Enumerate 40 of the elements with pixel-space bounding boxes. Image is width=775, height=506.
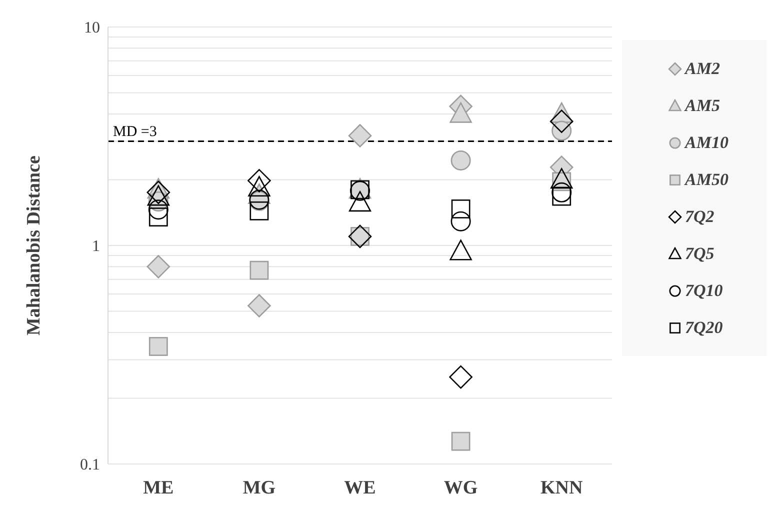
legend-label: AM5 [685,96,720,116]
point [450,102,472,123]
point [250,201,269,220]
point [250,260,269,280]
legend-label: 7Q2 [685,206,714,226]
point [348,191,372,212]
point [450,240,472,260]
legend-label: 7Q5 [685,244,714,264]
point [348,124,372,148]
point [148,337,168,356]
point [146,255,170,278]
legend-label: AM50 [685,170,728,190]
legend-label: 7Q20 [685,318,723,338]
point [148,200,168,220]
point [451,199,470,218]
point [450,150,471,170]
x-tick-label: ME [143,477,174,498]
x-tick-label: MG [242,477,276,498]
legend-label: 7Q10 [685,280,723,300]
point [148,208,168,226]
point [450,211,471,232]
point [147,185,170,206]
point [552,182,572,202]
point [552,186,572,206]
x-tick-label: KNN [540,477,583,498]
point [248,294,271,318]
x-tick-label: WG [444,477,478,498]
y-tick-label: 1 [92,238,100,256]
y-tick-label: 10 [84,20,100,37]
ref-line-label: MD =3 [113,124,157,140]
legend-label: AM10 [685,132,728,152]
point [550,110,574,133]
y-axis-title: Mahalanobis Distance [24,156,45,336]
point [449,365,472,389]
x-tick-label: WE [344,477,376,498]
legend-label: AM2 [685,58,720,78]
point [550,168,573,189]
point [451,432,470,451]
point [146,180,170,204]
y-tick-label: 0.1 [80,456,100,474]
